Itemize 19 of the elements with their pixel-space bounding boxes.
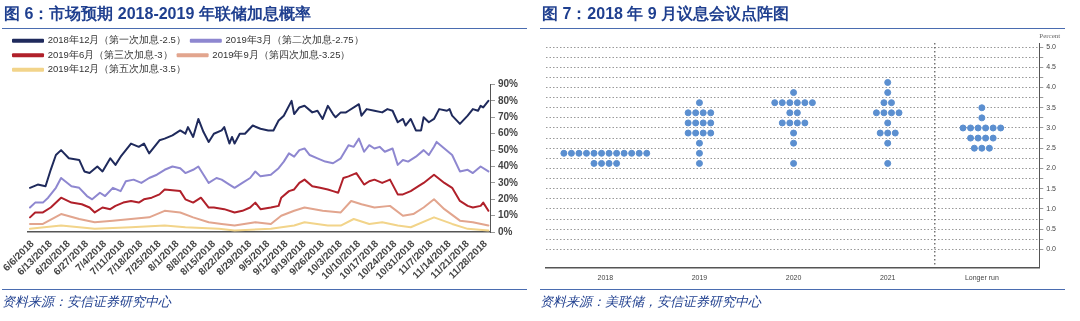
y-tick-label: 20% <box>497 193 519 205</box>
y-tick-label: 30% <box>497 176 519 188</box>
chart-title: 图 6：市场预期 2018-2019 年联储加息概率 <box>2 0 527 29</box>
legend-label: 2019年3月（第二次加息-2.75） <box>225 34 364 46</box>
y-tick-label: 60% <box>497 127 519 139</box>
y-tick-label: 10% <box>497 209 519 221</box>
y-tick-label: 50% <box>497 143 519 155</box>
legend-label: 2019年6月（第三次加息-3） <box>47 48 173 60</box>
y-tick-label: 40% <box>497 160 519 172</box>
text: 资料来源：美联储，安信证券研究中心 <box>540 289 1065 311</box>
text: 资料来源：安信证券研究中心 <box>2 289 527 311</box>
y-tick-label: 80% <box>497 94 519 106</box>
y-tick-label: 70% <box>497 111 519 123</box>
chart-title: 图 7：2018 年 9 月议息会议点阵图 <box>540 0 1065 29</box>
y-tick-label: 0% <box>497 225 513 237</box>
legend-label: 2018年12月（第一次加息-2.5） <box>47 34 186 46</box>
legend-label: 2019年12月（第五次加息-3.5） <box>47 63 186 75</box>
legend-label: 2019年9月（第四次加息-3.25） <box>212 48 351 60</box>
y-tick-label: 90% <box>497 78 519 90</box>
